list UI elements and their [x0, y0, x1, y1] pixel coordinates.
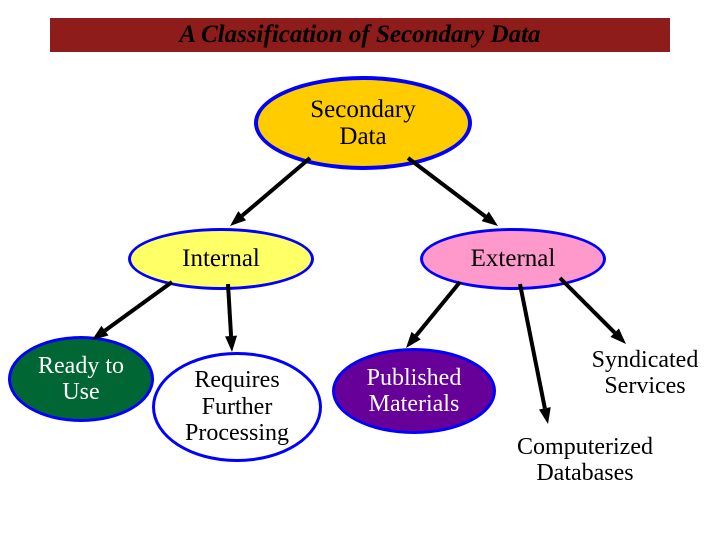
- node-external-label: External: [471, 245, 556, 273]
- node-ready-label: Ready toUse: [38, 353, 124, 406]
- node-syndicated: SyndicatedServices: [572, 334, 718, 412]
- node-internal-label: Internal: [182, 245, 260, 273]
- node-ready: Ready toUse: [8, 336, 154, 422]
- title-bar: A Classification of Secondary Data: [50, 18, 670, 52]
- node-requires: RequiresFurtherProcessing: [152, 352, 322, 462]
- node-published: PublishedMaterials: [332, 348, 496, 434]
- node-published-label: PublishedMaterials: [367, 365, 462, 418]
- title-text: A Classification of Secondary Data: [179, 21, 540, 49]
- node-root-label: SecondaryData: [310, 96, 416, 151]
- node-computerized-label: ComputerizedDatabases: [517, 434, 653, 487]
- node-root: SecondaryData: [254, 76, 472, 170]
- node-external: External: [420, 228, 606, 290]
- node-internal: Internal: [128, 228, 314, 290]
- node-computerized: ComputerizedDatabases: [490, 422, 680, 498]
- node-requires-label: RequiresFurtherProcessing: [185, 367, 289, 446]
- node-syndicated-label: SyndicatedServices: [592, 347, 699, 400]
